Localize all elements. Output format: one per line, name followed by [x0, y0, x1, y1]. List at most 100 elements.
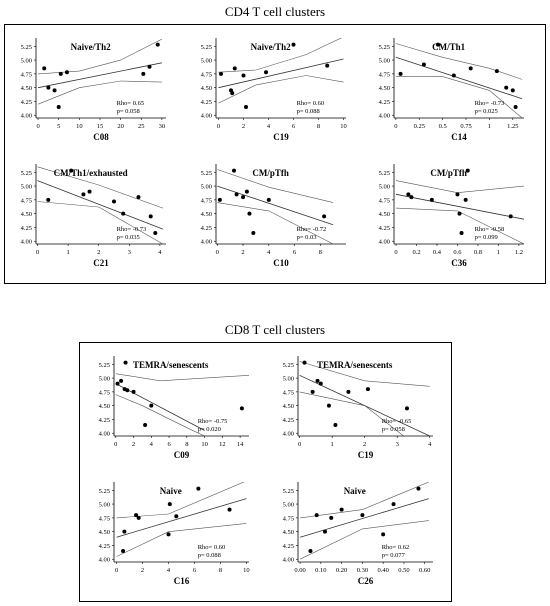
cluster-label: C36: [451, 258, 467, 268]
x-tick-label: 0.75: [460, 123, 471, 130]
scatter-panel-c10: 4.00 4.25 4.50 4.75 5.00 5.25 0 2 4 6 8 CM/pTfh Rho=…: [201, 164, 346, 268]
data-point: [227, 507, 232, 512]
y-tick-label: 4.00: [283, 557, 294, 564]
y-tick-label: 4.00: [99, 557, 110, 564]
y-tick-label: 4.25: [283, 417, 294, 424]
x-tick-label: 0.6: [453, 249, 462, 256]
data-point: [504, 85, 509, 90]
data-point: [46, 85, 51, 90]
x-tick-label: 6: [193, 567, 197, 574]
panel-title: CM/pTfh: [430, 168, 467, 178]
x-tick-label: 0.10: [315, 567, 326, 574]
y-tick-label: 4.25: [379, 225, 390, 232]
data-point: [136, 515, 141, 520]
data-point: [58, 71, 63, 76]
ci-upper-line: [299, 361, 430, 387]
cluster-label: C19: [358, 450, 374, 460]
x-tick-label: 0.4: [433, 249, 442, 256]
data-point: [64, 70, 69, 75]
panel-title: Naive: [160, 486, 182, 496]
data-point: [244, 189, 249, 194]
x-tick-label: 8: [219, 567, 222, 574]
x-tick-label: 4: [158, 249, 162, 256]
ci-lower-line: [217, 202, 334, 244]
x-tick-label: 10: [201, 441, 208, 448]
data-point: [115, 381, 120, 386]
data-point: [429, 197, 434, 202]
data-point: [155, 42, 160, 47]
y-tick-label: 4.50: [283, 403, 294, 410]
x-tick-label: 3: [128, 249, 131, 256]
y-tick-label: 5.25: [201, 170, 212, 177]
cd4-section-title: CD4 T cell clusters: [224, 4, 326, 19]
rho-label: Rho= 0.60: [198, 544, 226, 551]
x-tick-label: 1.25: [507, 123, 518, 130]
y-tick-label: 5.25: [283, 488, 294, 495]
y-tick-label: 5.00: [21, 58, 32, 65]
data-point: [398, 71, 403, 76]
y-tick-label: 4.00: [21, 239, 32, 246]
data-point: [147, 64, 152, 69]
data-point: [119, 378, 124, 383]
y-tick-label: 5.00: [379, 58, 390, 65]
rho-label: Rho= -0.72: [297, 226, 327, 233]
x-tick-label: 12: [219, 441, 226, 448]
data-point: [339, 507, 344, 512]
y-tick-label: 4.00: [99, 431, 110, 438]
x-tick-label: 20: [117, 123, 124, 130]
y-tick-label: 5.00: [201, 184, 212, 191]
ci-upper-line: [395, 180, 524, 194]
data-point: [322, 214, 327, 219]
x-tick-label: 0.5: [439, 123, 447, 130]
data-point: [69, 168, 74, 173]
p-value-label: p= 0.088: [198, 552, 221, 559]
ci-lower-line: [395, 76, 523, 118]
y-tick-label: 4.75: [283, 389, 294, 396]
x-tick-label: 15: [97, 123, 104, 130]
panel-title: Naive/Th2: [251, 42, 292, 52]
p-value-label: p= 0.088: [297, 108, 320, 115]
y-tick-label: 4.75: [201, 197, 212, 204]
data-point: [459, 230, 464, 235]
scatter-panel-c14: 4.00 4.25 4.50 4.75 5.00 5.25 0 0.25 0.5 0.75 1 1.2…: [379, 38, 524, 142]
data-point: [219, 71, 223, 76]
data-point: [244, 104, 248, 109]
data-point: [404, 406, 409, 411]
data-point: [465, 168, 470, 173]
y-tick-label: 5.25: [21, 44, 32, 51]
p-value-label: p= 0.025: [475, 108, 498, 115]
y-tick-label: 5.00: [379, 184, 390, 191]
y-tick-label: 4.00: [21, 113, 32, 120]
x-tick-label: 0.30: [357, 567, 368, 574]
regression-line: [116, 498, 247, 538]
y-tick-label: 4.00: [201, 239, 212, 246]
y-tick-label: 5.00: [21, 184, 32, 191]
x-tick-label: 1: [497, 249, 500, 256]
ci-lower-line: [299, 520, 429, 560]
x-tick-label: 0: [217, 123, 220, 130]
x-tick-label: 10: [243, 567, 250, 574]
data-point: [264, 70, 268, 75]
regression-line: [38, 62, 162, 89]
p-value-label: p= 0.03: [297, 234, 317, 241]
data-point: [451, 73, 456, 78]
y-tick-label: 4.25: [201, 99, 212, 106]
data-point: [381, 532, 386, 537]
y-tick-label: 5.25: [99, 488, 110, 495]
y-tick-label: 4.50: [201, 85, 212, 92]
data-point: [232, 66, 237, 71]
x-tick-label: 0: [298, 441, 301, 448]
cluster-label: C09: [174, 450, 190, 460]
y-tick-label: 4.75: [99, 515, 110, 522]
x-tick-label: 0.25: [414, 123, 425, 130]
x-tick-label: 2: [132, 441, 135, 448]
data-point: [302, 360, 307, 365]
y-tick-label: 4.25: [21, 99, 32, 106]
x-tick-label: 0: [216, 249, 219, 256]
cluster-label: C08: [93, 132, 109, 142]
x-tick-label: 0.20: [336, 567, 347, 574]
x-tick-label: 1.2: [515, 249, 523, 256]
data-point: [131, 389, 136, 394]
data-point: [409, 195, 414, 200]
data-point: [141, 71, 146, 76]
